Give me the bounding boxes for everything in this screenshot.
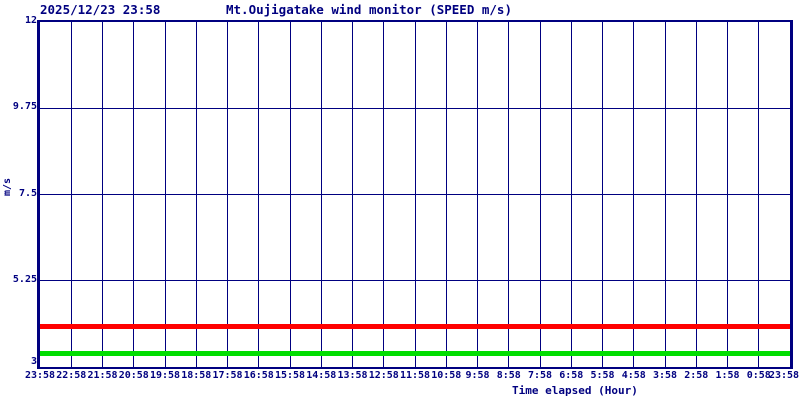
x-tick-label: 0:58	[746, 370, 771, 381]
x-tick-label: 4:58	[621, 370, 646, 381]
x-tick-label: 6:58	[559, 370, 584, 381]
plot-area	[37, 20, 793, 369]
x-tick-label: 5:58	[590, 370, 615, 381]
x-tick-label: 21:58	[87, 370, 118, 381]
y-tick-label: 9.75	[12, 101, 37, 113]
x-tick-label: 12:58	[368, 370, 399, 381]
y-tick-label: 5.25	[12, 273, 37, 285]
x-tick-label: 11:58	[399, 370, 431, 381]
horizontal-gridline	[40, 194, 790, 195]
x-tick-label: 22:58	[56, 370, 87, 381]
x-tick-label: 19:58	[149, 370, 181, 381]
y-tick-label: 12	[24, 15, 37, 26]
series-line-green	[40, 351, 790, 357]
x-tick-label: 16:58	[243, 370, 274, 381]
y-tick-label: 7.5	[18, 187, 37, 199]
horizontal-gridline	[40, 280, 790, 282]
chart-title: Mt.Oujigatake wind monitor (SPEED m/s)	[226, 2, 512, 17]
x-tick-label: 13:58	[337, 370, 368, 381]
x-tick-label: 18:58	[181, 370, 212, 381]
x-tick-label: 15:58	[274, 370, 306, 381]
x-tick-label: 17:58	[212, 370, 243, 381]
x-axis-title: Time elapsed (Hour)	[512, 384, 638, 397]
x-tick-label: 20:58	[118, 370, 149, 381]
chart-timestamp: 2025/12/23 23:58	[40, 2, 161, 17]
horizontal-gridline	[40, 107, 790, 109]
x-tick-label: 14:58	[306, 370, 337, 381]
x-tick-label: 23:58	[768, 370, 800, 381]
x-tick-label: 1:58	[715, 370, 740, 381]
x-tick-label: 23:58	[24, 370, 56, 381]
x-tick-label: 8:58	[496, 370, 521, 381]
x-tick-label: 7:58	[527, 370, 553, 381]
x-tick-label: 9:58	[465, 370, 490, 381]
x-tick-label: 3:58	[652, 370, 678, 381]
y-tick-label: 3	[30, 356, 37, 367]
series-line-red	[40, 324, 790, 330]
x-tick-label: 2:58	[684, 370, 709, 381]
x-tick-label: 10:58	[431, 370, 462, 381]
